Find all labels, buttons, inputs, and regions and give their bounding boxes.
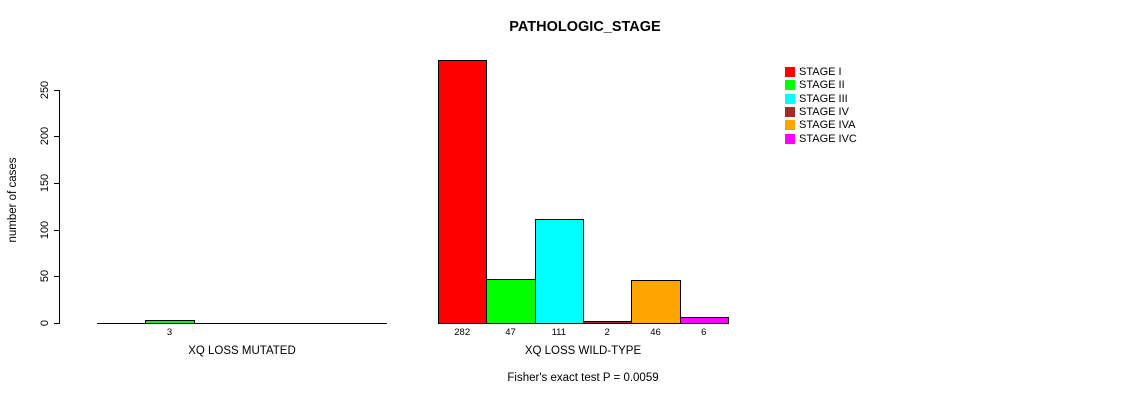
y-axis-tick-label: 250 (39, 80, 51, 99)
x-axis-baseline (97, 323, 387, 324)
bar-stage-i (438, 60, 488, 324)
legend-item: STAGE IVC (785, 133, 857, 145)
y-axis-tick (54, 229, 59, 231)
legend-label: STAGE III (799, 92, 848, 105)
bar-stage-iva (631, 280, 681, 324)
bar-stage-iv (583, 321, 633, 324)
x-group-label: XQ LOSS MUTATED (188, 345, 296, 357)
bar-stage-ii (486, 279, 536, 324)
y-axis-tick (54, 183, 59, 184)
legend-label: STAGE I (799, 66, 842, 78)
legend-item: STAGE II (785, 79, 845, 91)
chart-title: PATHOLOGIC_STAGE (509, 19, 661, 35)
legend-label: STAGE IV (799, 106, 849, 118)
legend-label: STAGE IVC (799, 132, 857, 145)
legend-swatch (785, 80, 795, 91)
legend-item: STAGE I (785, 66, 842, 78)
y-axis-title: number of cases (7, 157, 19, 243)
y-axis-tick-label: 50 (39, 270, 51, 283)
y-axis-tick-label: 200 (39, 127, 51, 146)
legend-label: STAGE II (799, 79, 845, 92)
legend-swatch (785, 133, 795, 144)
bar-value-label: 3 (166, 327, 173, 338)
bar-stage-iii (534, 219, 584, 324)
y-axis-tick-label: 100 (39, 220, 51, 239)
bar-stage-ivc (679, 317, 729, 324)
legend-swatch (785, 107, 795, 117)
y-axis-tick-label: 150 (39, 173, 51, 193)
legend-swatch (785, 67, 795, 77)
legend-swatch (785, 93, 795, 104)
bar-stage-ii (145, 320, 195, 324)
bar-value-label: 282 (454, 327, 471, 338)
y-axis-tick (54, 89, 59, 91)
stat-test-annotation: Fisher's exact test P = 0.0059 (507, 372, 659, 384)
y-axis-line (59, 89, 60, 324)
y-axis-tick (54, 323, 59, 324)
legend-label: STAGE IVA (799, 119, 856, 132)
legend-swatch (785, 120, 795, 131)
legend-item: STAGE IVA (785, 119, 855, 131)
y-axis-tick (54, 276, 59, 278)
bar-value-label: 6 (701, 327, 707, 338)
legend-item: STAGE III (785, 93, 848, 105)
bar-value-label: 46 (650, 327, 661, 338)
bar-value-label: 111 (551, 327, 567, 338)
bar-value-label: 2 (604, 327, 610, 338)
legend-item: STAGE IV (785, 106, 849, 118)
bar-value-label: 47 (505, 327, 516, 338)
y-axis-tick (54, 136, 59, 138)
x-group-label: XQ LOSS WILD-TYPE (524, 345, 642, 357)
y-axis-tick-label: 0 (39, 319, 51, 327)
